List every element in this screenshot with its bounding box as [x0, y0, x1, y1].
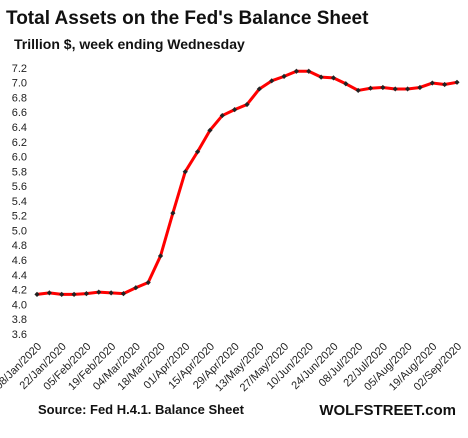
y-tick-label: 5.0	[12, 225, 27, 237]
data-point	[269, 78, 275, 84]
data-point	[83, 291, 90, 297]
data-point	[219, 112, 225, 119]
data-point	[256, 86, 262, 92]
y-tick-label: 6.2	[12, 137, 27, 149]
data-point	[157, 253, 164, 259]
y-tick-label: 4.4	[12, 270, 27, 282]
data-point	[170, 210, 176, 216]
data-point	[417, 84, 423, 91]
data-point	[182, 169, 188, 175]
y-tick-label: 4.2	[12, 285, 27, 297]
data-point	[120, 291, 127, 297]
y-tick-label: 3.6	[12, 329, 27, 341]
data-point	[293, 68, 300, 74]
y-tick-label: 5.4	[12, 196, 27, 208]
chart-subtitle: Trillion $, week ending Wednesday	[14, 36, 245, 52]
y-tick-label: 5.6	[12, 181, 27, 193]
data-point	[194, 149, 201, 155]
data-point	[133, 285, 139, 291]
y-tick-label: 6.0	[12, 152, 27, 164]
data-point	[71, 291, 77, 297]
chart-title: Total Assets on the Fed's Balance Sheet	[6, 8, 369, 29]
data-point	[330, 75, 337, 81]
credit: WOLFSTREET.com	[319, 402, 456, 419]
data-point	[429, 80, 435, 86]
y-tick-label: 7.2	[12, 63, 27, 75]
data-point	[404, 86, 411, 92]
y-tick-label: 7.0	[12, 78, 27, 90]
data-point	[59, 291, 65, 297]
source: Source: Fed H.4.1. Balance Sheet	[38, 402, 245, 417]
data-point	[96, 289, 102, 295]
data-point	[145, 279, 151, 286]
y-tick-label: 4.6	[12, 255, 27, 267]
data-point	[355, 87, 361, 94]
data-point	[34, 291, 40, 297]
data-point	[454, 79, 460, 85]
y-tick-label: 5.8	[12, 166, 27, 178]
y-tick-label: 5.2	[12, 211, 27, 223]
data-point	[244, 101, 250, 108]
data-point	[392, 86, 398, 92]
y-tick-label: 6.4	[12, 122, 27, 134]
data-point	[318, 74, 324, 80]
data-point	[380, 84, 386, 91]
data-point	[232, 107, 238, 113]
y-tick-label: 3.8	[12, 314, 27, 326]
y-tick-label: 6.8	[12, 92, 27, 104]
y-tick-label: 4.0	[12, 299, 27, 311]
data-point	[281, 73, 287, 79]
data-point	[367, 85, 374, 91]
data-point	[343, 81, 349, 87]
data-point	[207, 127, 213, 133]
data-point	[108, 290, 114, 296]
y-tick-label: 4.8	[12, 240, 27, 252]
y-tick-label: 6.6	[12, 107, 27, 119]
data-point	[442, 81, 448, 88]
data-point	[46, 290, 52, 296]
data-point	[306, 68, 312, 74]
